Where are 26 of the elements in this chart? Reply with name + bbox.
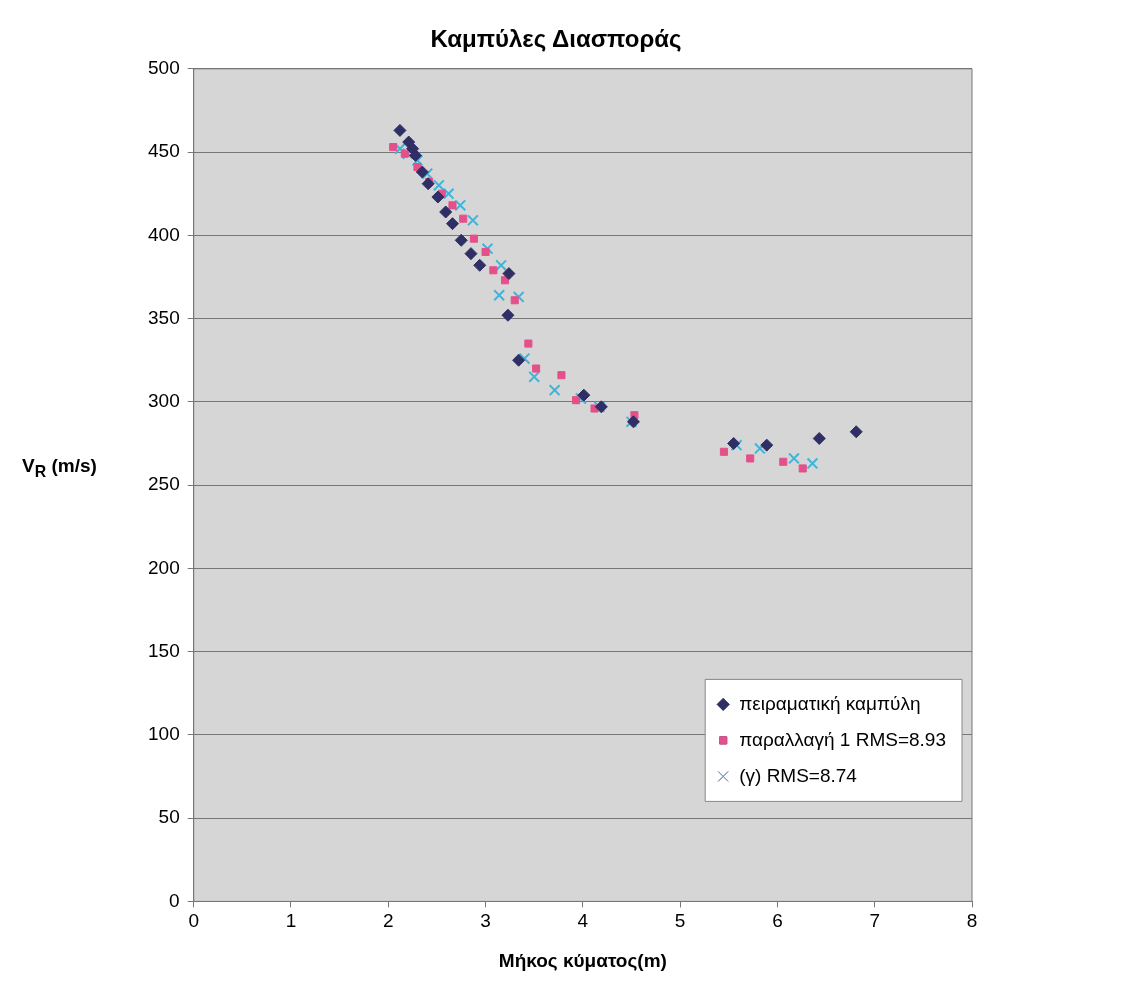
y-tick-label: 200: [148, 556, 180, 578]
x-tick-label: 7: [869, 910, 880, 932]
y-tick-label: 50: [158, 806, 180, 828]
legend-label: πειραματική καμπύλη: [739, 692, 921, 714]
y-tick-label: 0: [169, 889, 180, 911]
x-tick-label: 0: [188, 910, 199, 932]
y-tick-label: 300: [148, 390, 180, 412]
x-tick-label: 5: [674, 910, 686, 932]
y-tick-label: 350: [148, 306, 180, 328]
y-axis-title: V$_{R}$ (m/s): [22, 455, 97, 481]
x-tick-label: 6: [772, 910, 783, 932]
legend-label: παραλλαγή 1 RMS=8.93: [739, 728, 947, 750]
y-tick-label: 150: [148, 639, 180, 661]
y-tick-label: 500: [148, 57, 180, 79]
y-tick-label: 400: [148, 223, 180, 245]
x-tick-label: 4: [577, 910, 589, 932]
chart-title: Καμπύλες Διασποράς: [430, 25, 682, 53]
y-tick-label: 100: [148, 723, 180, 745]
x-tick-label: 1: [285, 910, 297, 932]
y-tick-label: 450: [148, 140, 180, 162]
x-tick-label: 8: [966, 910, 978, 932]
x-tick-label: 3: [480, 910, 491, 932]
y-tick-label: 250: [148, 473, 180, 495]
legend-label: (γ) RMS=8.74: [739, 764, 858, 786]
x-tick-label: 2: [382, 910, 394, 932]
x-axis-title: Μήκος κύματος(m): [498, 949, 667, 971]
